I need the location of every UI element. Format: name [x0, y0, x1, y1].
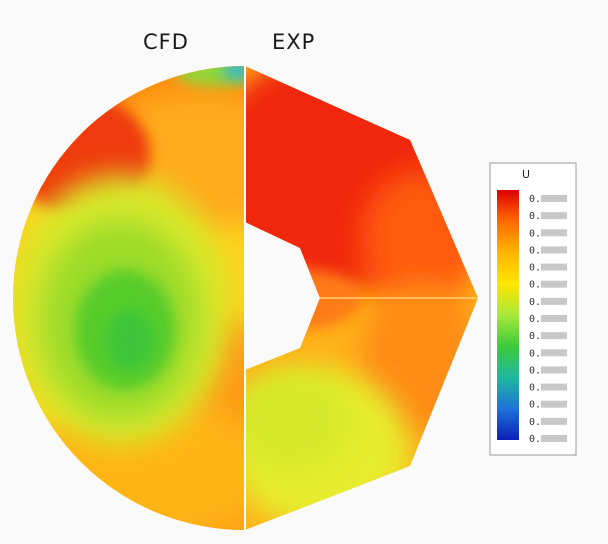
legend-tick-label: 0.: [529, 400, 541, 411]
legend-tick-label: 0.: [529, 365, 541, 376]
legend-tick-value-blur: [541, 263, 567, 271]
legend-tick-label: 0.: [529, 245, 541, 256]
legend-tick-value-blur: [541, 229, 567, 237]
legend-tick-label: 0.: [529, 211, 541, 222]
legend-tick-value-blur: [541, 383, 567, 391]
color-legend: U 0. 0. 0. 0. 0. 0. 0. 0. 0. 0. 0. 0. 0. 0. 0.: [489, 162, 577, 456]
legend-tick-label: 0.: [529, 434, 541, 445]
legend-tick-value-blur: [541, 246, 567, 254]
legend-tick-label: 0.: [529, 194, 541, 205]
legend-tick-label: 0.: [529, 263, 541, 274]
legend-tick-label: 0.: [529, 314, 541, 325]
legend-tick-label: 0.: [529, 417, 541, 428]
legend-tick-label: 0.: [529, 228, 541, 239]
legend-tick-label: 0.: [529, 280, 541, 291]
legend-tick-value-blur: [541, 297, 567, 305]
legend-tick-value-blur: [541, 400, 567, 408]
legend-tick-value-blur: [541, 280, 567, 288]
legend-symbol: U: [522, 168, 530, 181]
legend-tick-label: 0.: [529, 331, 541, 342]
legend-tick-value-blur: [541, 417, 567, 425]
legend-ticks: 0. 0. 0. 0. 0. 0. 0. 0. 0. 0. 0. 0. 0. 0. 0.: [529, 194, 567, 445]
legend-tick-value-blur: [541, 195, 567, 202]
legend-tick-value-blur: [541, 349, 567, 357]
legend-tick-value-blur: [541, 212, 567, 220]
legend-tick-value-blur: [541, 315, 567, 322]
exp-label: EXP: [272, 30, 316, 54]
legend-tick-label: 0.: [529, 297, 541, 308]
legend-tick-value-blur: [541, 332, 567, 340]
legend-tick-label: 0.: [529, 383, 541, 394]
cfd-label: CFD: [143, 30, 189, 54]
legend-tick-value-blur: [541, 366, 567, 374]
legend-colorbar: [497, 190, 519, 440]
legend-tick-value-blur: [541, 435, 567, 442]
legend-tick-label: 0.: [529, 348, 541, 359]
cfd-contour: [13, 66, 245, 530]
